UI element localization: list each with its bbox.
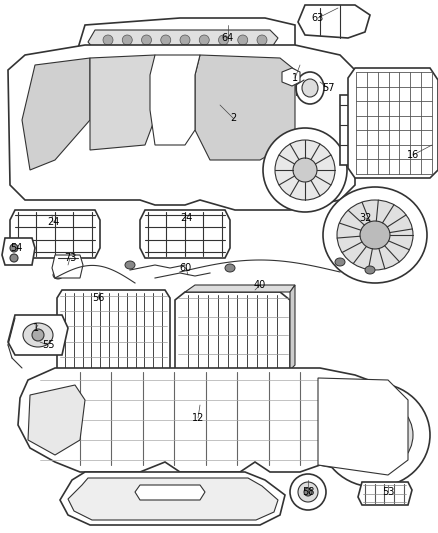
- Polygon shape: [175, 292, 290, 378]
- Ellipse shape: [32, 329, 44, 341]
- Polygon shape: [68, 478, 277, 520]
- Text: 64: 64: [221, 33, 233, 43]
- Polygon shape: [150, 55, 200, 145]
- Polygon shape: [297, 5, 369, 38]
- Ellipse shape: [160, 35, 170, 45]
- Polygon shape: [194, 55, 294, 160]
- Ellipse shape: [334, 258, 344, 266]
- Ellipse shape: [319, 383, 429, 487]
- Ellipse shape: [262, 128, 346, 212]
- Ellipse shape: [53, 271, 63, 279]
- Ellipse shape: [23, 323, 53, 347]
- Ellipse shape: [122, 35, 132, 45]
- Text: 1: 1: [291, 73, 297, 83]
- Text: 12: 12: [191, 413, 204, 423]
- Ellipse shape: [10, 244, 18, 252]
- Ellipse shape: [336, 399, 412, 471]
- Ellipse shape: [295, 72, 323, 104]
- Polygon shape: [75, 18, 294, 62]
- Ellipse shape: [301, 79, 317, 97]
- Polygon shape: [10, 210, 100, 258]
- Ellipse shape: [274, 140, 334, 200]
- Text: 58: 58: [301, 487, 314, 497]
- Polygon shape: [8, 45, 354, 210]
- Polygon shape: [18, 368, 407, 472]
- Text: 24: 24: [180, 213, 192, 223]
- Polygon shape: [140, 210, 230, 258]
- Text: 32: 32: [359, 213, 371, 223]
- Text: 57: 57: [321, 83, 333, 93]
- Text: 40: 40: [253, 280, 265, 290]
- Polygon shape: [2, 238, 35, 265]
- Ellipse shape: [225, 264, 234, 272]
- Ellipse shape: [103, 35, 113, 45]
- Polygon shape: [88, 30, 277, 50]
- Ellipse shape: [364, 266, 374, 274]
- Polygon shape: [28, 385, 85, 455]
- Polygon shape: [90, 55, 159, 150]
- Ellipse shape: [297, 482, 317, 502]
- Ellipse shape: [218, 35, 228, 45]
- Ellipse shape: [256, 35, 266, 45]
- Text: 24: 24: [47, 217, 59, 227]
- Ellipse shape: [290, 474, 325, 510]
- Polygon shape: [317, 378, 407, 475]
- Polygon shape: [52, 255, 83, 278]
- Polygon shape: [339, 95, 394, 165]
- Text: 53: 53: [381, 487, 393, 497]
- Text: 16: 16: [406, 150, 418, 160]
- Ellipse shape: [292, 158, 316, 182]
- Polygon shape: [290, 285, 294, 370]
- Polygon shape: [57, 290, 170, 378]
- Polygon shape: [60, 472, 284, 525]
- Ellipse shape: [359, 421, 389, 449]
- Ellipse shape: [125, 261, 135, 269]
- Text: 60: 60: [180, 263, 192, 273]
- Ellipse shape: [199, 35, 209, 45]
- Polygon shape: [281, 68, 299, 86]
- Ellipse shape: [336, 200, 412, 270]
- Text: 55: 55: [42, 340, 54, 350]
- Text: 54: 54: [10, 243, 22, 253]
- Text: 2: 2: [230, 113, 236, 123]
- Ellipse shape: [359, 221, 389, 249]
- Text: 73: 73: [64, 253, 76, 263]
- Polygon shape: [184, 285, 294, 292]
- Polygon shape: [22, 58, 90, 170]
- Polygon shape: [8, 315, 68, 355]
- Ellipse shape: [141, 35, 151, 45]
- Ellipse shape: [303, 488, 311, 496]
- Polygon shape: [357, 482, 411, 505]
- Text: 56: 56: [92, 293, 104, 303]
- Text: 63: 63: [311, 13, 323, 23]
- Ellipse shape: [237, 35, 247, 45]
- Ellipse shape: [10, 254, 18, 262]
- Text: 1: 1: [33, 323, 39, 333]
- Polygon shape: [135, 485, 205, 500]
- Polygon shape: [347, 68, 437, 178]
- Ellipse shape: [322, 187, 426, 283]
- Ellipse shape: [180, 35, 190, 45]
